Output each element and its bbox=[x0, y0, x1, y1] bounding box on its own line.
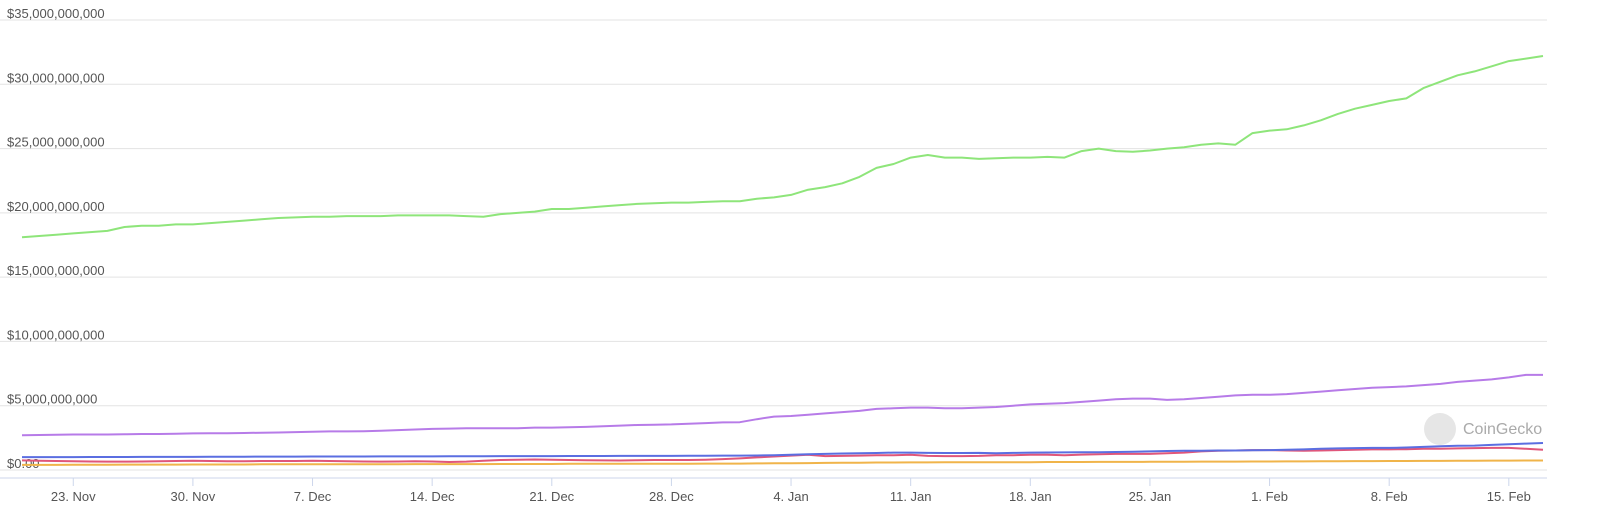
y-tick-label: $25,000,000,000 bbox=[7, 135, 105, 150]
x-tick-label: 8. Feb bbox=[1371, 489, 1408, 504]
x-tick-label: 4. Jan bbox=[773, 489, 808, 504]
x-tick-label: 30. Nov bbox=[170, 489, 215, 504]
watermark-text: CoinGecko bbox=[1463, 421, 1542, 438]
y-tick-label: $35,000,000,000 bbox=[7, 6, 105, 21]
y-tick-label: $5,000,000,000 bbox=[7, 392, 97, 407]
x-tick-label: 18. Jan bbox=[1009, 489, 1052, 504]
watermark-logo bbox=[1424, 413, 1456, 445]
series-line bbox=[22, 459, 1543, 466]
x-tick-label: 28. Dec bbox=[649, 489, 694, 504]
x-tick-label: 25. Jan bbox=[1129, 489, 1172, 504]
series-line bbox=[22, 442, 1544, 459]
x-tick-label: 7. Dec bbox=[294, 489, 332, 504]
x-tick-label: 15. Feb bbox=[1487, 489, 1531, 504]
watermark: CoinGecko bbox=[1424, 413, 1542, 445]
plot: $0.00 $5,000,000,000 $10,000,000,000 $15,00… bbox=[0, 6, 1547, 504]
y-tick-label: $30,000,000,000 bbox=[7, 70, 105, 85]
series-layer bbox=[21, 55, 1544, 466]
x-tick-label: 21. Dec bbox=[529, 489, 574, 504]
x-tick-label: 14. Dec bbox=[410, 489, 455, 504]
x-tick-label: 23. Nov bbox=[51, 489, 96, 504]
y-tick-label: $20,000,000,000 bbox=[7, 199, 105, 214]
y-tick-label: $15,000,000,000 bbox=[7, 263, 105, 278]
y-tick-label: $10,000,000,000 bbox=[7, 327, 105, 342]
series-line bbox=[21, 373, 1543, 437]
x-tick-label: 1. Feb bbox=[1251, 489, 1288, 504]
y-tick-label: $0.00 bbox=[7, 456, 40, 471]
x-tick-label: 11. Jan bbox=[890, 489, 932, 504]
series-line bbox=[21, 55, 1544, 239]
